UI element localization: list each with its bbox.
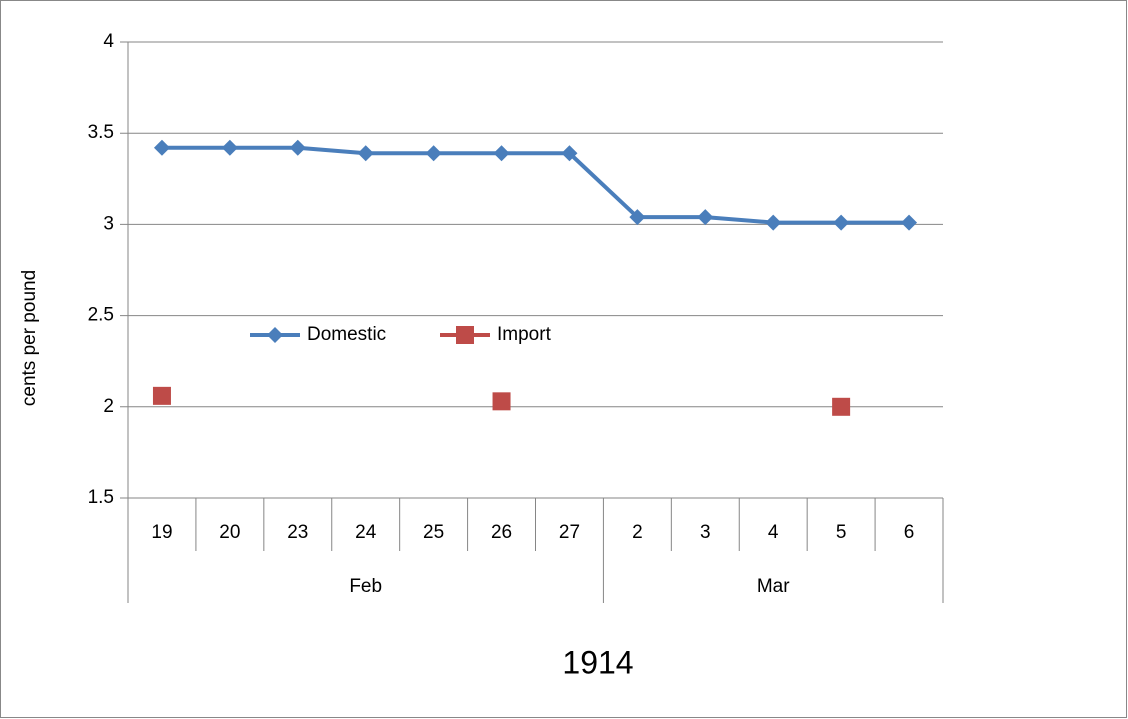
data-point — [561, 145, 578, 162]
data-point — [289, 139, 306, 156]
x-axis-title: 1914 — [562, 644, 633, 680]
data-point — [153, 139, 170, 156]
data-point — [152, 386, 171, 405]
y-tick-label: 1.5 — [88, 487, 114, 508]
x-tick-label: 2 — [632, 522, 643, 543]
x-tick-label: 26 — [491, 522, 512, 543]
x-tick-label: 4 — [768, 522, 779, 543]
data-point — [629, 209, 646, 226]
x-tick-label: 23 — [287, 522, 308, 543]
x-tick-label: 5 — [836, 522, 847, 543]
legend-label: Domestic — [307, 324, 386, 345]
legend-label: Import — [497, 324, 552, 345]
data-point — [901, 214, 918, 231]
x-tick-label: 27 — [559, 522, 580, 543]
y-tick-label: 4 — [103, 31, 114, 52]
data-point — [357, 145, 374, 162]
y-tick-label: 2 — [103, 396, 114, 417]
data-point — [833, 214, 850, 231]
y-axis-title: cents per pound — [19, 270, 40, 406]
y-tick-label: 3.5 — [88, 122, 114, 143]
group-label: Mar — [757, 576, 790, 597]
x-tick-label: 6 — [904, 522, 915, 543]
legend-marker — [456, 326, 474, 344]
x-tick-label: 20 — [219, 522, 240, 543]
y-tick-label: 3 — [103, 213, 114, 234]
legend-marker — [267, 327, 283, 343]
data-point — [221, 139, 238, 156]
data-point — [832, 397, 851, 416]
x-tick-label: 3 — [700, 522, 711, 543]
data-point — [492, 392, 511, 411]
y-tick-label: 2.5 — [88, 305, 114, 326]
data-point — [765, 214, 782, 231]
x-tick-label: 25 — [423, 522, 444, 543]
group-label: Feb — [349, 576, 382, 597]
x-tick-label: 19 — [151, 522, 172, 543]
data-point — [425, 145, 442, 162]
data-point — [493, 145, 510, 162]
x-tick-label: 24 — [355, 522, 377, 543]
data-point — [697, 209, 714, 226]
series-line — [161, 145, 910, 225]
